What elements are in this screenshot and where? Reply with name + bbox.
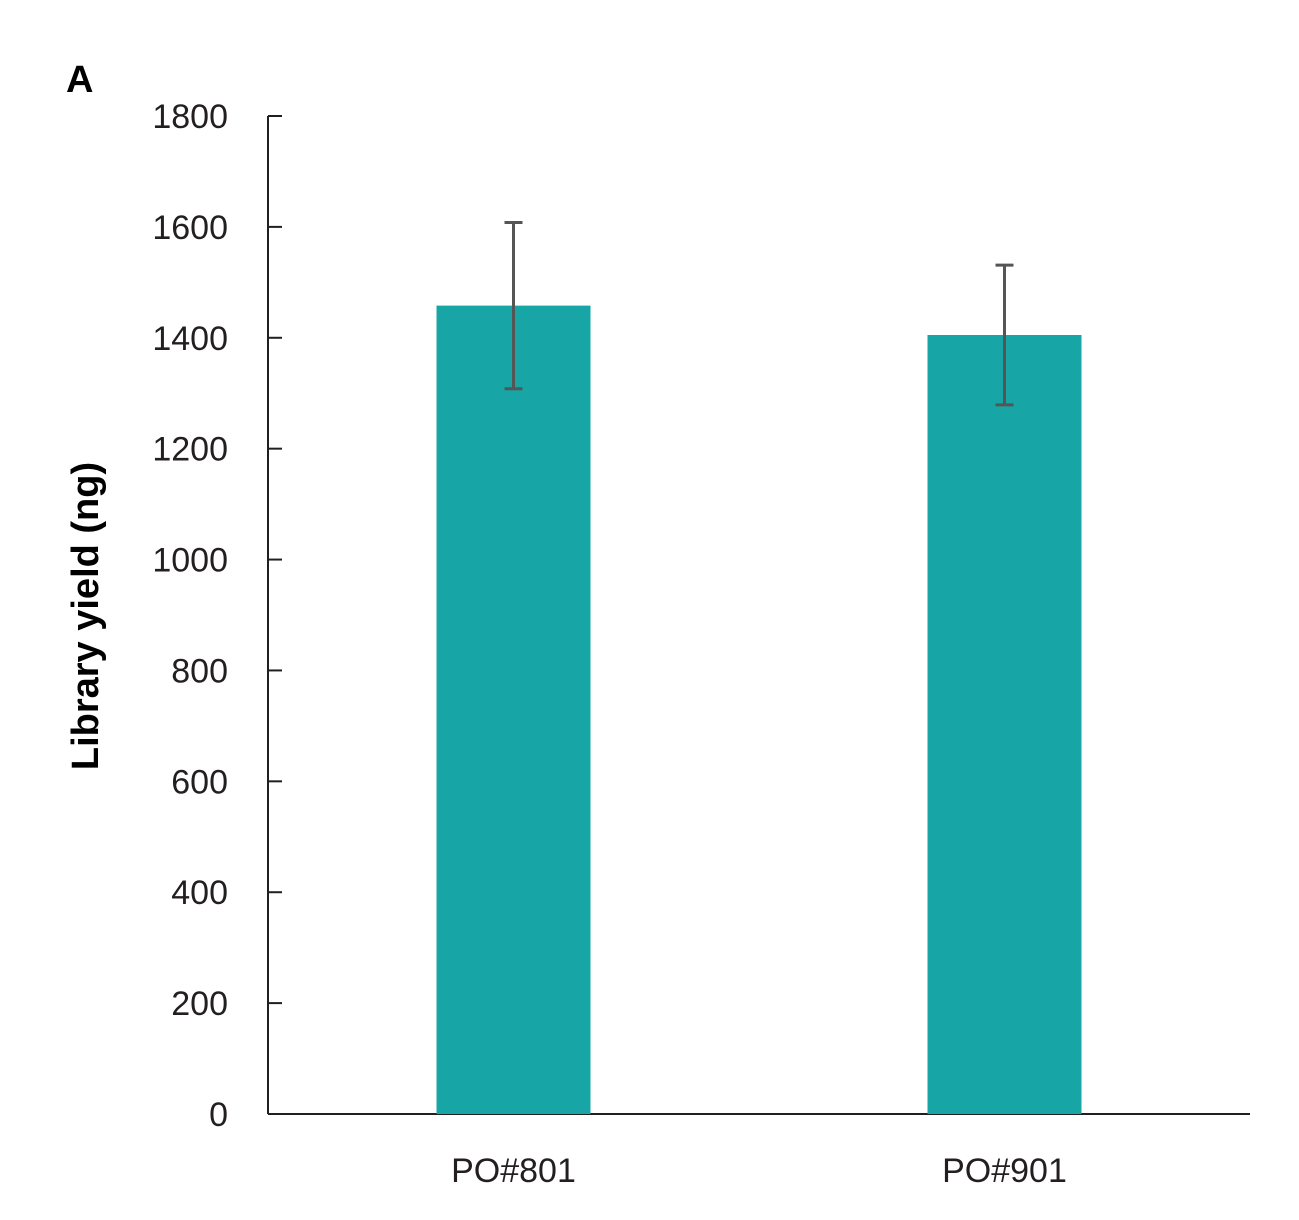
y-axis-label: Library yield (ng): [65, 462, 107, 770]
y-tick-label-1400: 1400: [152, 320, 228, 358]
panel-label: A: [66, 59, 93, 101]
error-bar-PO#801: [504, 220, 523, 391]
bar-PO#801: [436, 305, 591, 1114]
bar-PO#901: [927, 335, 1082, 1114]
y-tick-label-1800: 1800: [152, 98, 228, 136]
error-bar-PO#901: [995, 263, 1014, 407]
y-tick-label-1600: 1600: [152, 209, 228, 247]
y-tick-label-1000: 1000: [152, 542, 228, 580]
x-category-label-PO#801: PO#801: [451, 1152, 576, 1190]
y-tick-label-600: 600: [171, 763, 228, 801]
x-category-label-PO#901: PO#901: [942, 1152, 1067, 1190]
plot-area: 0 200 400 600 800 1000 1200 1400 1600 1800 PO#801 P…: [152, 98, 1250, 1190]
y-tick-label-0: 0: [209, 1096, 228, 1134]
y-tick-label-200: 200: [171, 985, 228, 1023]
y-tick-label-1200: 1200: [152, 431, 228, 469]
y-tick-label-800: 800: [171, 652, 228, 690]
y-tick-label-400: 400: [171, 874, 228, 912]
